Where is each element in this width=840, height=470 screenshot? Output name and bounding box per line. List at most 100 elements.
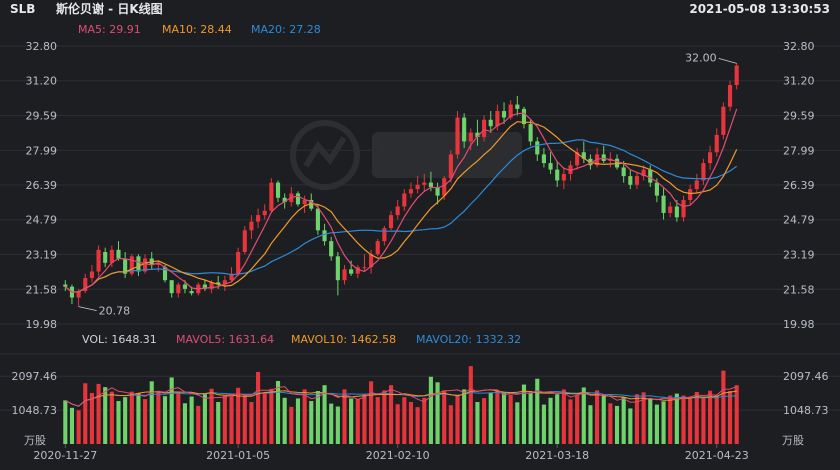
volume-bar [422,397,427,444]
price-tick-label: 24.79 [783,214,815,227]
candle-body [182,284,188,289]
volume-bar [349,398,354,444]
candle-body [63,284,68,287]
ma5-line [64,108,738,293]
candle-body [428,182,433,187]
volume-bar [136,393,141,444]
volume-bar [694,391,699,444]
candle-body [369,254,374,268]
volume-bar [196,405,201,444]
candle-body [236,252,241,274]
volume-bar [329,403,334,444]
volume-bar [621,397,626,444]
legend-mavol10: MAVOL10: 1462.58 [291,333,396,346]
price-tick-label: 26.39 [783,179,815,192]
volume-bar [668,395,673,444]
date-tick-label: 2021-02-10 [366,449,430,462]
volume-bar [295,398,301,444]
price-tick-label: 27.99 [783,144,815,157]
volume-bar [275,381,281,444]
legend-mavol20: MAVOL20: 1332.32 [416,333,521,346]
candle-body [229,273,234,281]
volume-unit-right: 万股 [782,434,804,447]
price-tick-label: 32.80 [26,40,58,53]
price-tick-label: 19.98 [26,318,58,331]
volume-bar [116,401,121,444]
candle-body [482,119,487,138]
candle-body [216,282,221,285]
volume-bar [588,405,593,444]
candle-body [249,221,254,231]
price-tick-label: 26.39 [26,179,58,192]
volume-bar [202,394,207,444]
volume-bar [482,398,487,444]
volume-bar [681,395,686,444]
date-tick-label: 2020-11-27 [33,449,97,462]
candle-body [448,154,453,179]
price-tick-label: 27.99 [26,144,58,157]
price-axis-right: 32.80 31.20 29.59 27.99 26.39 24.79 23.19 21.58… [783,40,815,331]
candle-body [89,271,94,279]
candle-body [202,284,207,289]
candle-body [302,199,307,205]
candle-body [674,206,679,218]
price-tick-label: 32.80 [783,40,815,53]
volume-bar [634,394,640,444]
candle-body [548,163,553,170]
candlestick-series [63,63,739,307]
price-tick-label: 23.19 [783,248,815,261]
candle-body [176,284,181,294]
volume-bar [674,393,679,444]
candle-body [541,154,546,164]
volume-bar [462,389,467,444]
volume-tick-label: 1048.73 [12,404,58,417]
candle-body [189,291,194,294]
volume-bar [388,385,394,444]
candle-body [282,197,287,203]
candle-body [335,256,340,281]
candle-body [309,199,314,209]
candle-body [143,258,148,272]
candle-body [442,178,447,196]
price-tick-label: 29.59 [26,110,58,123]
volume-unit-left: 万股 [24,434,46,447]
ma20-line [64,139,738,293]
candle-body [256,215,261,222]
volume-bar [495,390,500,444]
volume-bar [535,378,540,444]
candle-body [262,210,267,216]
candle-body [515,104,520,109]
volume-bar [256,371,261,444]
price-tick-label: 21.58 [26,283,58,296]
volume-bars [63,366,739,444]
candle-body [209,282,214,289]
volume-bar [508,394,513,444]
candle-body [468,132,473,142]
volume-bar [89,392,94,444]
volume-bar [501,391,507,444]
legend-vol: VOL: 1648.31 [82,333,157,346]
volume-bar [734,385,739,444]
candle-body [96,249,101,272]
candle-body [275,182,281,198]
candle-body [269,182,274,211]
price-tick-label: 24.79 [26,214,58,227]
date-tick-label: 2021-04-23 [685,449,749,462]
legend-ma5: MA5: 29.91 [78,23,141,36]
candle-body [528,124,533,142]
candle-body [641,169,646,177]
mavol20-line [65,390,737,407]
candle-body [535,141,540,155]
volume-bar [96,383,101,444]
candle-body [169,280,174,294]
volume-bar [189,396,194,444]
volume-bar [408,402,414,444]
volume-bar [176,392,181,444]
candle-body [621,167,626,177]
candle-body [156,262,161,266]
volume-bar [342,389,347,444]
volume-bar [129,391,134,444]
volume-bar [628,408,633,444]
volume-axis: 2097.46 2097.46 1048.73 1048.73 [12,370,829,417]
candle-body [688,189,693,200]
